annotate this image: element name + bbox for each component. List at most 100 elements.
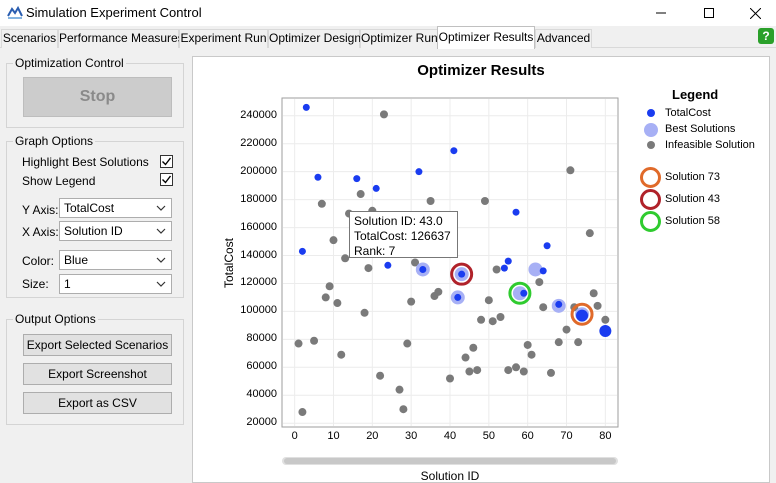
highlight-best-checkbox[interactable] (160, 155, 173, 168)
tab-bar: Scenarios Performance Measures Experimen… (0, 26, 776, 49)
legend-solution-58: Solution 58 (665, 215, 721, 227)
size-value: 1 (64, 277, 71, 291)
infeasible-point (321, 293, 330, 302)
x-axis-select[interactable]: Solution ID (59, 221, 172, 241)
totalcost-point (520, 289, 528, 297)
tab-advanced[interactable]: Advanced (535, 29, 592, 48)
legend-solution-73: Solution 73 (665, 171, 721, 183)
totalcost-point (543, 242, 551, 250)
legend-solution-73-ring (640, 167, 661, 188)
best-solution-point (512, 286, 527, 301)
totalcost-point (415, 168, 423, 176)
color-select[interactable]: Blue (59, 250, 172, 270)
export-scenarios-button[interactable]: Export Selected Scenarios (23, 334, 172, 356)
infeasible-point (546, 368, 555, 377)
infeasible-point (298, 408, 307, 417)
infeasible-point (585, 229, 594, 238)
infeasible-point (403, 339, 412, 348)
chevron-down-icon (156, 205, 166, 211)
tab-performance-measures[interactable]: Performance Measures (58, 29, 184, 48)
infeasible-point (562, 325, 571, 334)
tab-experiment-run[interactable]: Experiment Run (179, 29, 268, 48)
scrollbar-thumb[interactable] (284, 458, 616, 464)
x-axis-scrollbar[interactable] (282, 457, 618, 465)
legend-totalcost: TotalCost (665, 107, 711, 119)
infeasible-point (341, 254, 350, 263)
point-tooltip: Solution ID: 43.0 TotalCost: 126637 Rank… (349, 211, 458, 258)
maximize-button[interactable] (686, 0, 732, 26)
y-tick-label: 100000 (240, 304, 277, 317)
checkmark-icon (162, 157, 172, 166)
tab-optimizer-run[interactable]: Optimizer Run (360, 29, 438, 48)
infeasible-point (519, 367, 528, 376)
x-tick-label: 60 (521, 430, 534, 442)
show-legend-checkbox[interactable] (160, 173, 173, 186)
infeasible-point (325, 282, 334, 291)
infeasible-point (399, 405, 408, 414)
infeasible-point (601, 315, 610, 324)
totalcost-point (384, 261, 392, 269)
totalcost-point (458, 270, 466, 278)
output-options-label: Output Options (13, 312, 98, 326)
tab-scenarios[interactable]: Scenarios (1, 29, 58, 48)
close-button[interactable] (732, 0, 776, 26)
y-tick-label: 220000 (240, 136, 277, 149)
infeasible-point (461, 353, 470, 362)
infeasible-point (469, 343, 478, 352)
minimize-button[interactable] (638, 0, 684, 26)
infeasible-point (333, 299, 342, 308)
close-icon (749, 7, 761, 19)
totalcost-point (576, 309, 589, 322)
y-tick-label: 240000 (240, 108, 277, 121)
color-label: Color: (22, 254, 55, 268)
tab-optimizer-results[interactable]: Optimizer Results (437, 26, 535, 49)
best-solution-point (528, 262, 543, 277)
optimization-control-label: Optimization Control (13, 56, 126, 70)
legend-totalcost-swatch (647, 109, 655, 117)
totalcost-point (555, 300, 563, 308)
tab-optimizer-design[interactable]: Optimizer Design (268, 29, 361, 48)
infeasible-point (294, 339, 303, 348)
tooltip-total-cost: TotalCost: 126637 (354, 229, 451, 243)
maximize-icon (704, 8, 714, 18)
infeasible-point (411, 258, 420, 267)
app-logo-icon (7, 6, 23, 19)
totalcost-point (419, 265, 427, 273)
y-axis-select[interactable]: TotalCost (59, 198, 172, 218)
infeasible-point (574, 338, 583, 347)
y-tick-label: 20000 (246, 416, 277, 429)
infeasible-point (360, 308, 369, 317)
color-value: Blue (64, 253, 89, 267)
size-select[interactable]: 1 (59, 274, 172, 294)
highlight-best-label: Highlight Best Solutions (22, 155, 149, 169)
infeasible-point (364, 264, 373, 273)
help-icon[interactable]: ? (758, 28, 774, 44)
checkmark-icon (162, 175, 172, 184)
x-axis-label: X Axis: (22, 225, 59, 239)
y-axis-label: Y Axis: (22, 203, 59, 217)
export-csv-button[interactable]: Export as CSV (23, 392, 172, 414)
chevron-down-icon (156, 228, 166, 234)
export-screenshot-button[interactable]: Export Screenshot (23, 363, 172, 385)
infeasible-point (446, 374, 454, 383)
infeasible-point (539, 303, 548, 312)
x-tick-label: 70 (560, 430, 573, 442)
chevron-down-icon (156, 257, 166, 263)
infeasible-point (488, 317, 497, 326)
infeasible-point (356, 190, 365, 199)
totalcost-point (504, 257, 512, 265)
infeasible-point (496, 313, 505, 321)
infeasible-point (477, 315, 486, 324)
y-tick-label: 200000 (240, 164, 277, 177)
highlight-ring-solution-58 (508, 281, 532, 305)
infeasible-point (512, 363, 521, 372)
infeasible-point (593, 301, 602, 310)
y-tick-label: 140000 (240, 248, 277, 261)
stop-button[interactable]: Stop (23, 77, 172, 117)
infeasible-point (504, 366, 513, 375)
window-title: Simulation Experiment Control (26, 5, 202, 20)
legend-infeasible-swatch (647, 141, 655, 149)
infeasible-point (465, 367, 474, 376)
legend-best: Best Solutions (665, 123, 736, 135)
